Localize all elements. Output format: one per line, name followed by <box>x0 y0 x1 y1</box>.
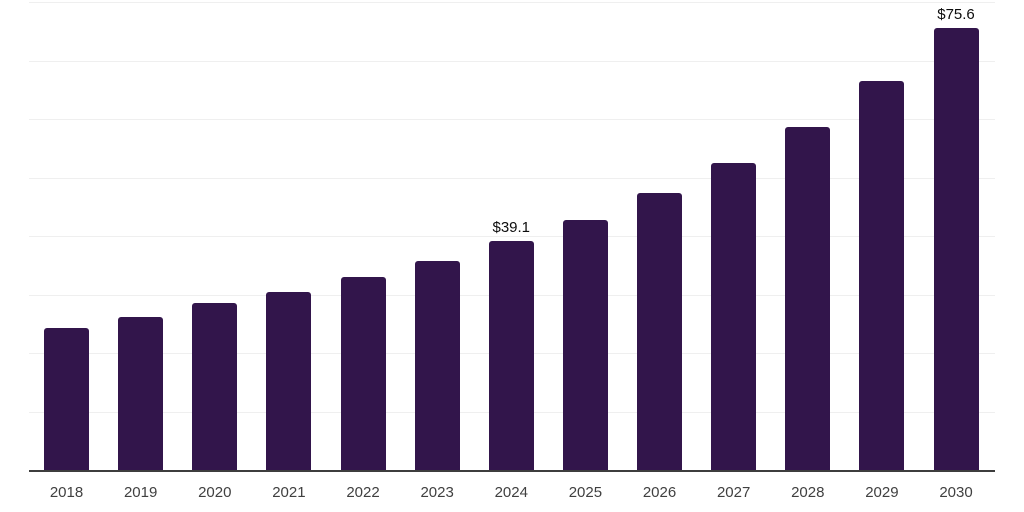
bar-2022 <box>340 276 386 470</box>
bar-2029 <box>859 80 905 470</box>
bar-2018 <box>44 327 89 470</box>
bar-2025 <box>562 220 608 470</box>
bar-2026 <box>637 193 682 470</box>
x-tick-label-2027: 2027 <box>716 484 751 501</box>
value-label-2024: $39.1 <box>492 219 531 237</box>
x-tick-label-2025: 2025 <box>568 484 603 501</box>
gridline <box>29 177 995 179</box>
x-tick-label-2019: 2019 <box>123 484 158 501</box>
bar-2021 <box>266 292 312 470</box>
gridline <box>29 60 995 62</box>
x-tick-label-2022: 2022 <box>346 484 380 501</box>
gridline <box>29 236 995 237</box>
x-tick-label-2020: 2020 <box>198 484 232 501</box>
bar-2028 <box>785 127 831 470</box>
bar-2019 <box>118 317 164 470</box>
bar-2030 <box>933 27 979 470</box>
bar-2024 <box>488 241 534 470</box>
bar-2020 <box>192 303 238 470</box>
x-tick-label-2023: 2023 <box>420 484 454 501</box>
x-tick-label-2029: 2029 <box>865 484 899 501</box>
x-tick-label-2026: 2026 <box>642 484 677 501</box>
gridline <box>29 119 995 120</box>
gridline <box>29 2 995 3</box>
x-tick-label-2028: 2028 <box>791 484 825 501</box>
value-label-2030: $75.6 <box>937 5 975 23</box>
x-tick-label-2024: 2024 <box>494 484 528 501</box>
x-tick-label-2021: 2021 <box>272 484 306 501</box>
x-tick-label-2030: 2030 <box>939 484 973 501</box>
x-tick-label-2018: 2018 <box>49 484 84 501</box>
bar-2023 <box>414 260 460 470</box>
bar-2027 <box>711 162 757 470</box>
x-axis-line <box>29 470 995 472</box>
